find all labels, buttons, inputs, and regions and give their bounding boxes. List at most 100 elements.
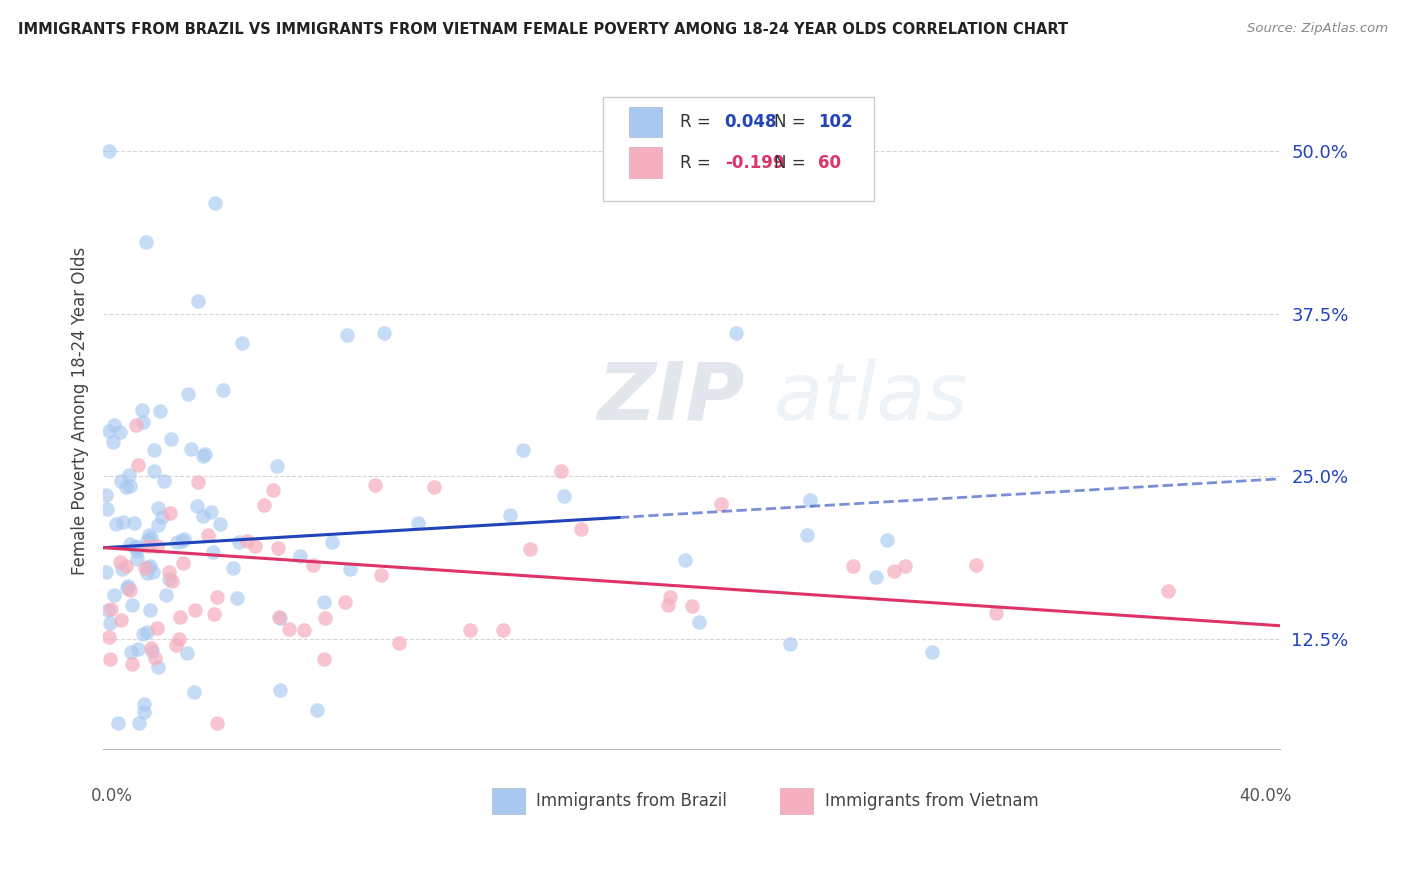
Point (118, 468, 141, 483)
Text: 0.0%: 0.0% (91, 787, 134, 805)
Point (894, 559, 917, 574)
Point (370, 568, 392, 582)
Point (111, 515, 134, 529)
Text: 60: 60 (818, 153, 841, 171)
Point (94, 488, 117, 502)
Point (120, 479, 142, 493)
Point (492, 623, 515, 637)
Text: 40.0%: 40.0% (1240, 787, 1292, 805)
Point (725, 326, 748, 340)
Point (921, 645, 943, 659)
Point (134, 561, 156, 575)
Point (278, 622, 301, 636)
Point (107, 716, 129, 731)
Point (120, 537, 142, 551)
Point (120, 583, 142, 598)
Point (184, 603, 207, 617)
Point (205, 716, 228, 731)
Point (673, 553, 696, 567)
Point (176, 646, 198, 660)
Point (132, 697, 155, 711)
Point (194, 447, 217, 461)
Point (269, 611, 291, 625)
Point (173, 532, 195, 546)
FancyBboxPatch shape (780, 788, 813, 814)
Point (128, 716, 150, 731)
Text: -0.199: -0.199 (724, 153, 785, 171)
Point (796, 527, 818, 541)
Point (228, 535, 250, 549)
Text: Immigrants from Brazil: Immigrants from Brazil (536, 792, 727, 810)
Point (139, 558, 162, 573)
Point (167, 632, 190, 647)
Text: R =: R = (681, 153, 716, 171)
Point (110, 475, 132, 489)
Point (226, 591, 249, 605)
Point (169, 610, 191, 624)
Point (460, 624, 482, 638)
Point (127, 641, 149, 656)
Text: N =: N = (775, 153, 811, 171)
Point (865, 570, 887, 584)
Text: 102: 102 (818, 113, 852, 131)
Point (681, 599, 703, 614)
Point (115, 582, 138, 596)
Point (111, 561, 134, 575)
Point (96, 502, 118, 516)
Text: ZIP: ZIP (598, 359, 745, 436)
Point (127, 544, 149, 558)
Point (312, 652, 335, 666)
Point (135, 235, 157, 249)
FancyBboxPatch shape (630, 147, 662, 178)
Point (122, 516, 145, 531)
Text: R =: R = (681, 113, 716, 131)
Point (145, 650, 167, 665)
Point (312, 594, 335, 608)
Point (166, 535, 188, 549)
Point (143, 443, 166, 458)
Point (841, 559, 863, 574)
Point (288, 549, 311, 564)
Point (141, 643, 163, 657)
Point (160, 574, 183, 589)
Point (142, 565, 165, 579)
Point (127, 540, 149, 554)
Point (335, 595, 357, 609)
Point (1157, 583, 1180, 598)
Point (132, 705, 155, 719)
Point (779, 637, 801, 651)
Point (269, 683, 291, 698)
Point (131, 627, 153, 641)
Point (117, 579, 139, 593)
Point (139, 640, 162, 655)
FancyBboxPatch shape (492, 788, 524, 814)
Point (165, 638, 187, 652)
Point (659, 591, 682, 605)
Point (314, 611, 336, 625)
Point (121, 599, 143, 613)
FancyBboxPatch shape (630, 107, 662, 137)
Point (202, 607, 225, 621)
Point (269, 610, 291, 624)
Point (125, 417, 148, 432)
Point (253, 498, 276, 512)
Point (965, 558, 987, 573)
Point (146, 518, 169, 533)
Point (657, 599, 679, 613)
Point (94, 565, 117, 579)
Point (105, 516, 128, 531)
Point (305, 703, 328, 717)
Point (243, 539, 266, 553)
FancyBboxPatch shape (603, 96, 875, 202)
Point (98, 144, 121, 158)
Point (512, 442, 534, 457)
Point (108, 425, 131, 439)
Point (292, 623, 315, 637)
Point (108, 555, 131, 569)
Point (124, 540, 146, 554)
Point (267, 541, 290, 555)
Point (186, 475, 208, 490)
Point (159, 506, 181, 520)
Point (159, 432, 181, 446)
Point (387, 636, 409, 650)
